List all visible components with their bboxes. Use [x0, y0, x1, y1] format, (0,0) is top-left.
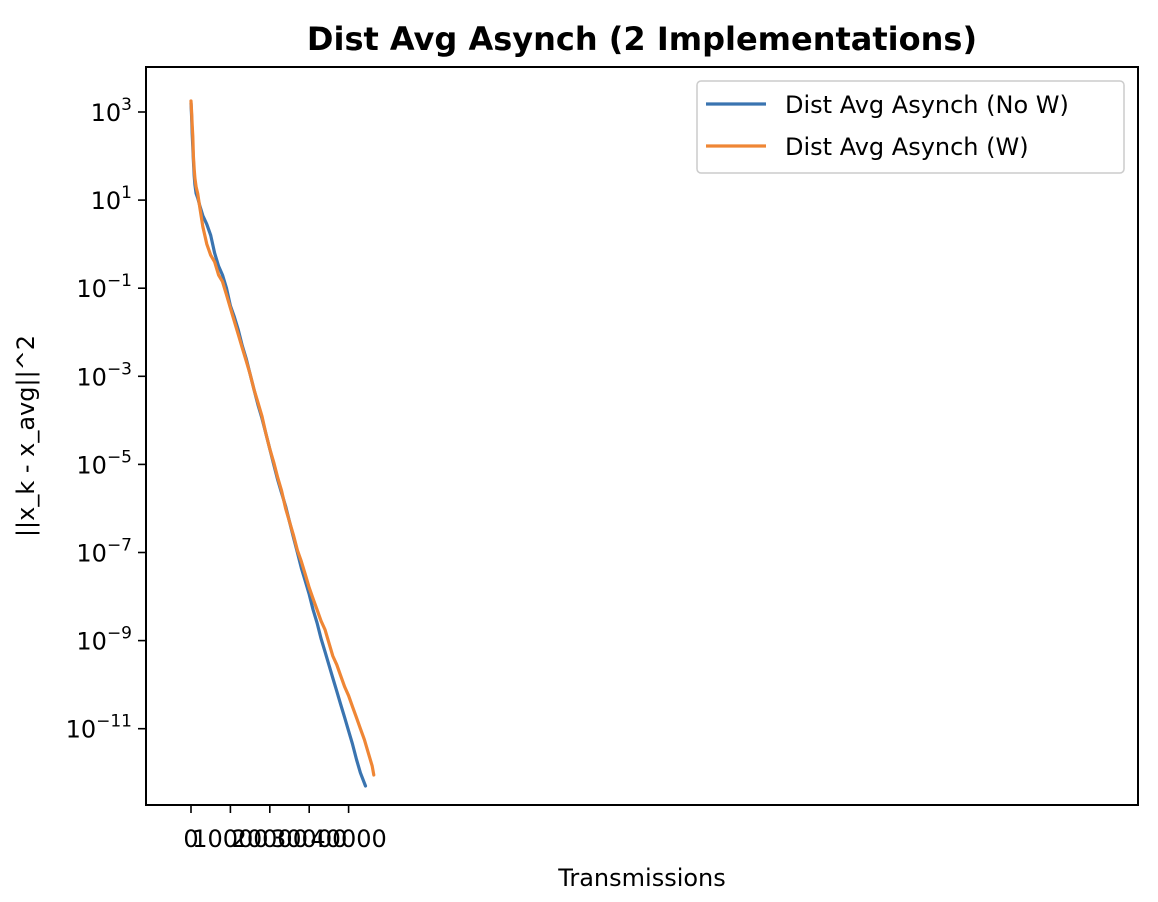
plot-frame [145, 66, 1139, 806]
x-tick-label: 10000 [192, 825, 268, 853]
y-tick-label: 103 [91, 95, 132, 127]
x-tick-label: 40000 [310, 825, 386, 853]
x-tick-label: 20000 [232, 825, 308, 853]
legend-label-w: Dist Avg Asynch (W) [785, 133, 1029, 161]
y-tick-label: 101 [91, 183, 132, 215]
legend: Dist Avg Asynch (No W) Dist Avg Asynch (… [696, 80, 1125, 174]
x-axis-label: Transmissions [557, 864, 726, 892]
x-tick-label: 30000 [271, 825, 347, 853]
y-axis-label: ||x_k - x_avg||^2 [12, 335, 40, 537]
series-line-1 [189, 99, 376, 777]
x-tick-label: 0 [183, 825, 198, 853]
plot-lines [189, 99, 376, 788]
legend-box [696, 80, 1125, 174]
y-tick-label: 10−1 [76, 271, 132, 303]
legend-label-no-w: Dist Avg Asynch (No W) [785, 91, 1069, 119]
chart-title: Dist Avg Asynch (2 Implementations) [307, 20, 977, 58]
y-tick-label: 10−11 [66, 712, 132, 744]
y-tick-label: 10−7 [76, 536, 132, 568]
y-tick-label: 10−5 [76, 447, 132, 479]
y-axis-ticks: 103 101 10−1 10−3 10−5 10−7 10−9 10−11 [66, 95, 146, 744]
y-tick-label: 10−3 [76, 359, 132, 391]
series-line-0 [189, 101, 368, 788]
y-tick-label: 10−9 [76, 624, 132, 656]
